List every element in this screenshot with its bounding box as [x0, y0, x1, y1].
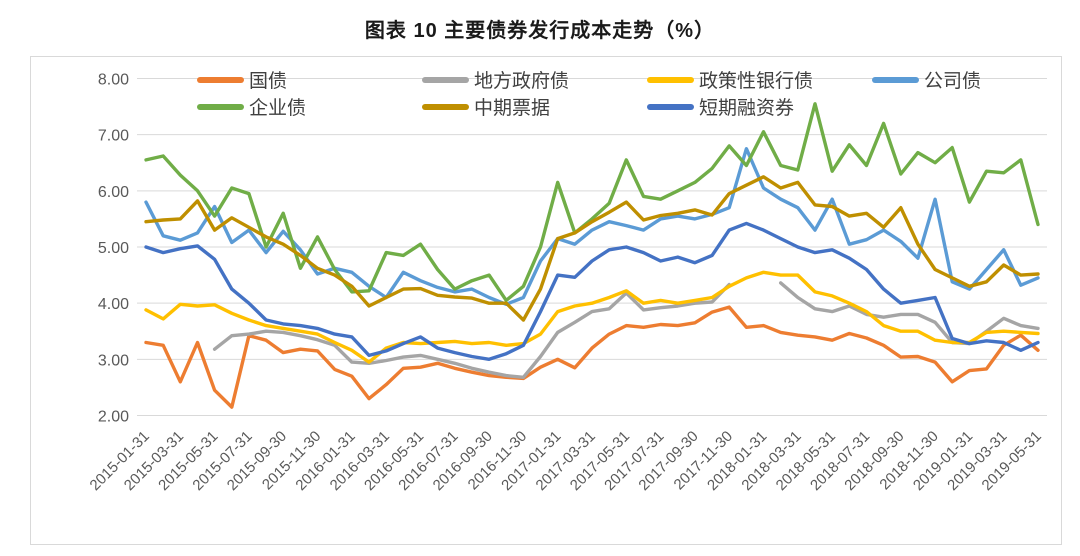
legend-swatch-enterprise-bond — [197, 103, 244, 110]
legend-item-treasury-bond: 国债 — [197, 66, 422, 93]
legend-swatch-medium-term-note — [422, 103, 469, 110]
y-axis-tick-label: 8.00 — [98, 71, 129, 88]
legend-item-local-government-bond: 地方政府债 — [422, 66, 647, 93]
y-axis-tick-label: 7.00 — [98, 128, 129, 145]
y-axis-tick-label: 2.00 — [98, 409, 129, 426]
legend-label-corporate-bond: 公司债 — [924, 71, 982, 92]
chart-frame: 8.00 7.00 6.00 5.00 4.00 3.00 2.00 2015-01-31 20… — [30, 56, 1062, 545]
legend-item-short-term-financing-bill: 短期融资券 — [647, 93, 872, 120]
chart-plot-area: 8.007.006.005.004.003.002.002015-01-3120… — [87, 71, 1047, 494]
chart-legend: 国债 地方政府债 政策性银行债 公司债企业债 中期票据 短期融资券 — [197, 66, 1080, 120]
series-line-treasury-bond — [144, 305, 1040, 409]
legend-item-corporate-bond: 公司债 — [872, 66, 1080, 93]
legend-swatch-corporate-bond — [872, 76, 919, 83]
legend-swatch-local-government-bond — [422, 76, 469, 83]
legend-swatch-policy-bank-bond — [647, 76, 694, 83]
legend-label-medium-term-note: 中期票据 — [474, 98, 551, 119]
series-line-corporate-bond — [144, 147, 1040, 306]
series-line-short-term-financing-bill — [144, 221, 1040, 361]
series-line-local-government-bond — [212, 281, 1040, 379]
legend-item-policy-bank-bond: 政策性银行债 — [647, 66, 872, 93]
series-line-policy-bank-bond — [144, 270, 1040, 364]
y-axis-tick-label: 4.00 — [98, 296, 129, 313]
legend-swatch-short-term-financing-bill — [647, 103, 694, 110]
legend-label-short-term-financing-bill: 短期融资券 — [699, 98, 795, 119]
legend-label-enterprise-bond: 企业债 — [249, 98, 307, 119]
series-line-enterprise-bond — [144, 102, 1040, 303]
legend-item-enterprise-bond: 企业债 — [197, 93, 422, 120]
y-axis-tick-label: 3.00 — [98, 352, 129, 369]
y-axis-tick-label: 5.00 — [98, 240, 129, 257]
legend-label-treasury-bond: 国债 — [249, 71, 288, 92]
legend-label-policy-bank-bond: 政策性银行债 — [699, 71, 814, 92]
chart-title: 图表 10 主要债券发行成本走势（%） — [364, 20, 716, 42]
series-line-medium-term-note — [144, 175, 1040, 322]
y-axis-tick-label: 6.00 — [98, 184, 129, 201]
legend-item-medium-term-note: 中期票据 — [422, 93, 647, 120]
legend-label-local-government-bond: 地方政府债 — [474, 71, 570, 92]
legend-swatch-treasury-bond — [197, 76, 244, 83]
